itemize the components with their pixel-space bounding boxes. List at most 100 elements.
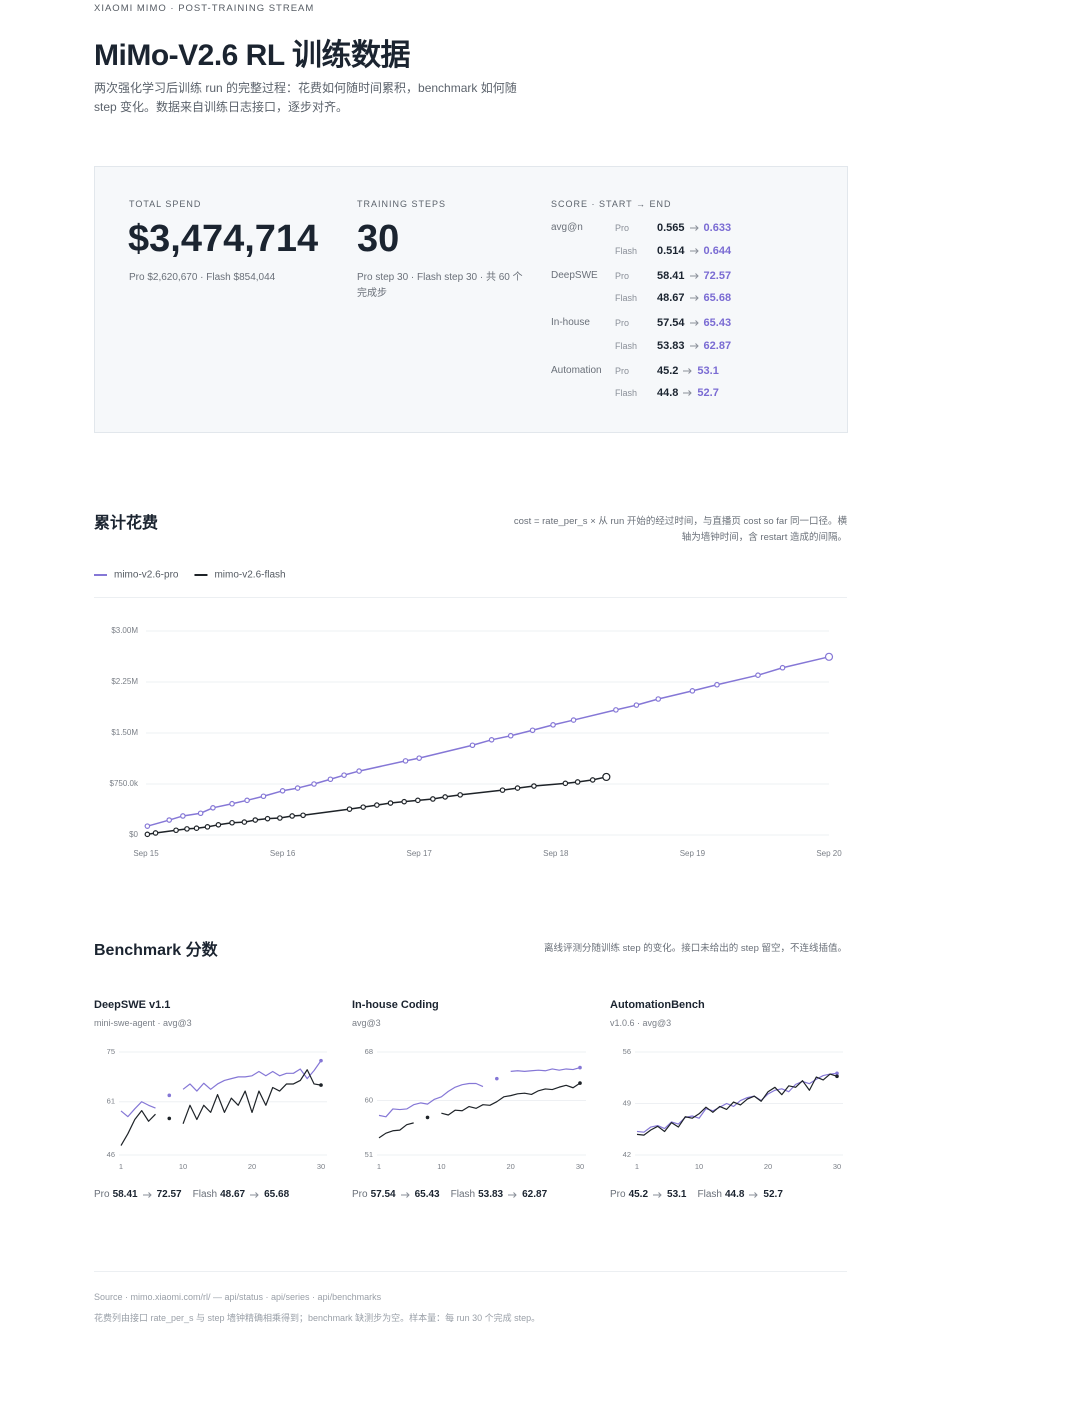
arrow-shape xyxy=(683,390,693,396)
arrow xyxy=(749,1191,759,1198)
y-tick-label: 49 xyxy=(623,1098,631,1107)
chart-subtitle: avg@3 xyxy=(352,1018,381,1028)
data-point xyxy=(277,815,283,821)
score-end: 0.633 xyxy=(703,222,732,234)
score-benchmark: DeepSWE xyxy=(551,269,598,281)
data-point xyxy=(346,806,353,812)
data-point xyxy=(229,800,235,807)
data-point xyxy=(167,1093,172,1098)
series-name: Pro xyxy=(610,1189,626,1200)
arrow xyxy=(689,247,699,254)
legend-label: mimo-v2.6-flash xyxy=(214,570,285,581)
data-point xyxy=(633,702,640,708)
score-start: 58.41 xyxy=(657,269,685,282)
series-name: Flash xyxy=(192,1189,218,1200)
score-benchmark: In-house xyxy=(551,317,590,328)
series-line xyxy=(182,1069,322,1124)
score-start: 48.67 xyxy=(657,292,685,304)
footer-note: 花费列由接口 rate_per_s 与 step 墙钟精确相乘得到；benchm… xyxy=(94,1313,541,1323)
chart-title: AutomationBench xyxy=(610,999,705,1011)
series-name: Pro xyxy=(94,1189,110,1200)
y-tick-label: $0 xyxy=(129,830,138,839)
x-tick-label: 20 xyxy=(248,1162,256,1171)
data-point xyxy=(430,796,436,802)
series-line xyxy=(441,1082,581,1116)
x-tick-label: Sep 16 xyxy=(270,849,296,858)
series-line xyxy=(510,1066,581,1072)
data-point xyxy=(360,804,366,810)
start-score: 45.2 xyxy=(628,1189,649,1200)
score-variant: Flash xyxy=(615,340,638,351)
data-point xyxy=(514,785,521,791)
data-point xyxy=(425,1115,430,1120)
eyebrow: XIAOMI MIMO · POST-TRAINING STREAM xyxy=(94,3,315,14)
score-start: 0.514 xyxy=(657,244,685,257)
data-point xyxy=(289,813,295,819)
data-point xyxy=(835,1074,839,1079)
arrow-shape xyxy=(142,1191,152,1198)
score-range: 0.514 0.644 xyxy=(657,244,731,258)
arrow xyxy=(689,225,699,231)
data-point xyxy=(578,1065,582,1070)
x-tick-label: 30 xyxy=(576,1162,584,1171)
data-point xyxy=(779,664,786,671)
series-line xyxy=(182,1060,322,1092)
series-line xyxy=(147,656,830,827)
data-point xyxy=(442,794,448,800)
steps-detail: Pro step 30 · Flash step 30 · 共 60 个完成步 xyxy=(357,272,523,299)
data-point xyxy=(166,817,173,823)
y-tick-label: $750.0k xyxy=(110,779,139,788)
section-title: Benchmark 分数 xyxy=(94,942,218,959)
data-point xyxy=(402,758,409,764)
data-point xyxy=(356,768,362,774)
x-tick-label: 20 xyxy=(507,1162,515,1171)
arrow-shape xyxy=(250,1191,259,1198)
data-point xyxy=(574,779,581,785)
score-benchmark: avg@n xyxy=(551,222,583,233)
y-tick-label: 46 xyxy=(107,1150,115,1159)
data-point xyxy=(229,819,235,826)
data-point xyxy=(144,831,151,838)
data-point xyxy=(507,732,514,739)
section-note: cost = rate_per_s × 从 run 开始的经过时间，与直播页 c… xyxy=(513,516,847,543)
score-range: 44.8 52.7 xyxy=(657,386,719,400)
chart-subtitle: v1.0.6 · avg@3 xyxy=(610,1018,672,1028)
score-range: 48.67 65.68 xyxy=(657,291,731,305)
steps-label: TRAINING STEPS xyxy=(357,199,447,209)
series-name: Flash xyxy=(450,1189,476,1200)
data-point xyxy=(387,800,394,806)
arrow-shape xyxy=(749,1191,759,1198)
data-point xyxy=(300,812,306,819)
data-point xyxy=(499,787,506,793)
arrow xyxy=(689,342,699,349)
score-variant: Pro xyxy=(615,318,630,328)
arrow-shape xyxy=(400,1191,410,1198)
score-variant: Pro xyxy=(615,365,630,376)
y-tick-label: 60 xyxy=(365,1095,373,1104)
y-tick-label: 56 xyxy=(623,1047,631,1056)
arrow xyxy=(683,390,693,396)
score-range: 0.565 0.633 xyxy=(657,221,731,235)
y-tick-label: 42 xyxy=(623,1150,631,1159)
data-point xyxy=(655,696,662,702)
arrow-shape xyxy=(689,320,699,326)
x-tick-label: Sep 17 xyxy=(407,849,433,858)
score-start: 57.54 xyxy=(657,317,685,329)
steps-value: 30 xyxy=(357,218,400,260)
data-point xyxy=(319,1058,323,1063)
spend-label: TOTAL SPEND xyxy=(129,199,202,209)
data-point xyxy=(374,802,380,808)
data-point xyxy=(319,1083,323,1087)
score-end: 0.644 xyxy=(703,244,732,257)
divider xyxy=(94,597,847,598)
arrow-shape xyxy=(689,225,699,231)
data-point xyxy=(167,1116,172,1121)
x-tick-label: 30 xyxy=(833,1162,841,1171)
end-score: 52.7 xyxy=(763,1189,783,1200)
x-tick-label: 10 xyxy=(695,1162,703,1171)
x-tick-label: Sep 15 xyxy=(133,849,159,858)
arrow-shape xyxy=(689,272,699,279)
data-point xyxy=(488,736,495,743)
x-tick-label: 1 xyxy=(635,1162,639,1171)
